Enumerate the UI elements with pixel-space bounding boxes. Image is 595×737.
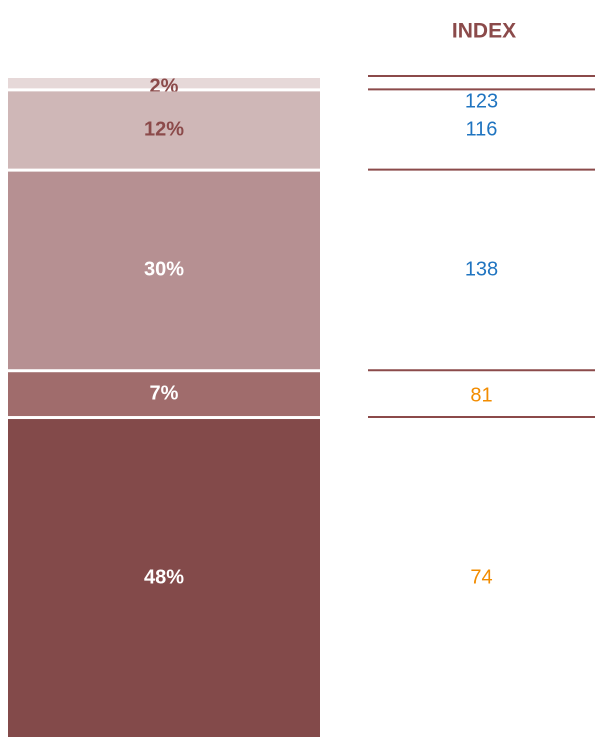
index-value: 138 — [465, 259, 498, 281]
segment-label: 7% — [150, 382, 179, 404]
bar-segment — [8, 419, 320, 737]
index-value: 81 — [470, 385, 492, 407]
bar-segment — [8, 171, 320, 370]
bar-segment — [8, 78, 320, 89]
bar-segment — [8, 372, 320, 417]
bar-segment — [8, 91, 320, 169]
segment-label: 30% — [144, 259, 184, 281]
index-title: INDEX — [452, 20, 516, 43]
index-value: 74 — [470, 566, 492, 588]
index-value: 116 — [466, 118, 498, 140]
index-value: 123 — [465, 90, 498, 112]
segment-label: 12% — [144, 118, 184, 140]
segment-label: 48% — [144, 566, 184, 588]
